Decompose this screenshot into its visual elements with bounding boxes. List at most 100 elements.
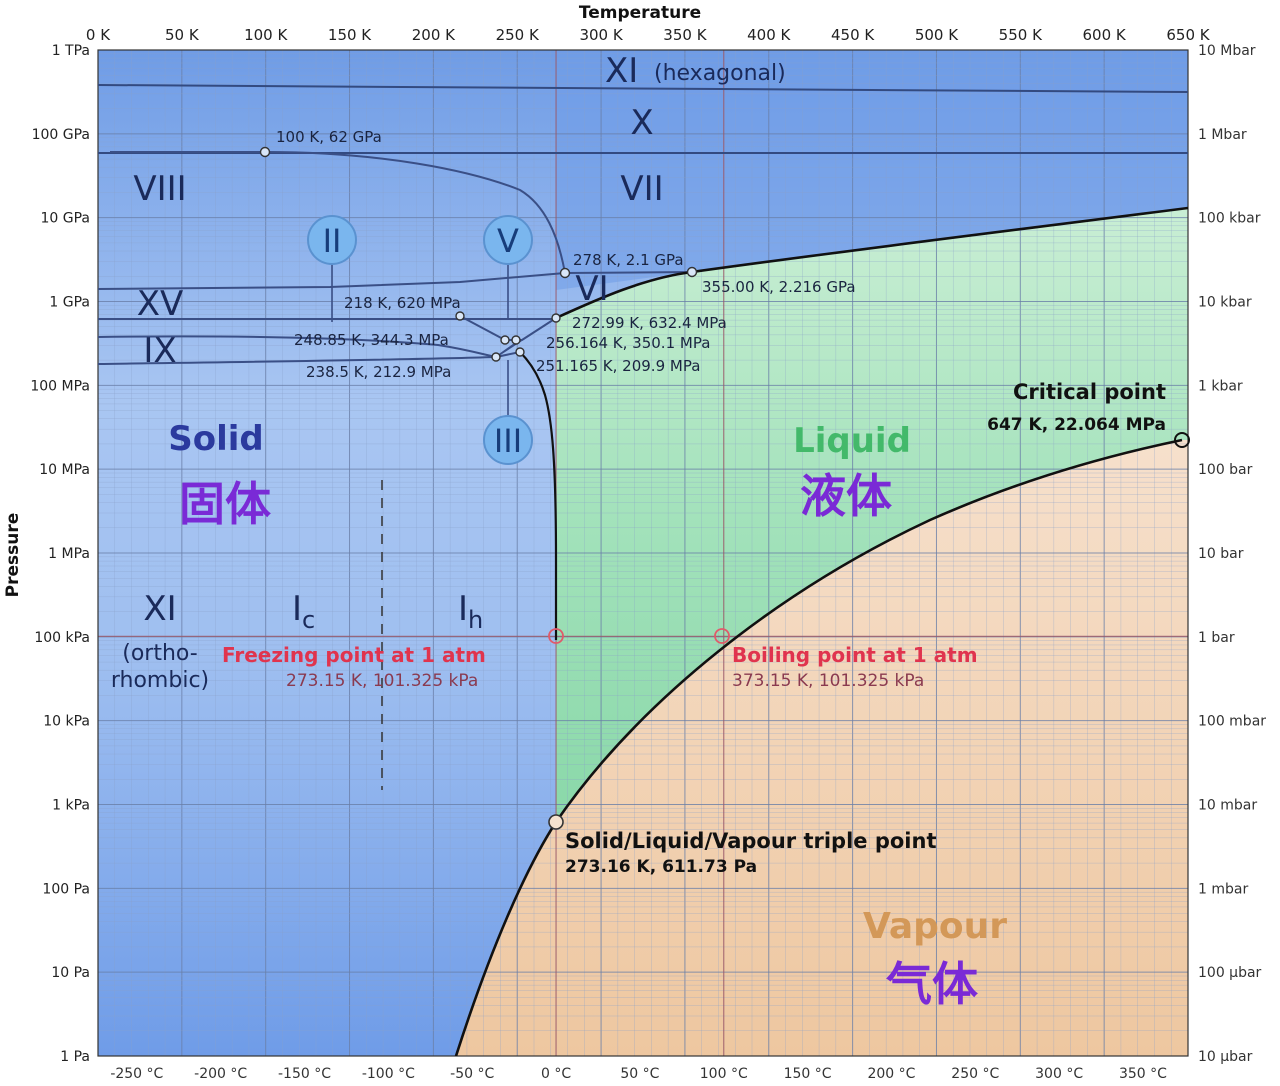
- y-tick-left-label: 10 GPa: [40, 211, 90, 227]
- x-tick-top-label: 500 K: [915, 26, 959, 44]
- phase-vi-label: VI: [575, 269, 608, 309]
- phase-iii-label: III: [494, 422, 522, 460]
- x-tick-top-label: 250 K: [496, 26, 540, 44]
- region-liquid-zh-label: 液体: [800, 469, 892, 523]
- point-355k: [686, 266, 698, 278]
- vi-vii-boundary: [98, 271, 693, 290]
- x-tick-bottom-label: 250 °C: [951, 1066, 999, 1082]
- y-tick-left-label: 100 MPa: [30, 378, 90, 394]
- x-tick-top-label: 400 K: [747, 26, 791, 44]
- phase-xi-hex-label: XI: [605, 51, 638, 91]
- critical-point-marker: [1174, 432, 1190, 448]
- triple-point-value: 273.16 K, 611.73 Pa: [565, 857, 757, 877]
- y-tick-right-label: 100 bar: [1198, 462, 1253, 478]
- point-label: 248.85 K, 344.3 MPa: [294, 331, 449, 349]
- point-label: 218 K, 620 MPa: [344, 294, 461, 312]
- x-tick-bottom-label: 300 °C: [1035, 1066, 1083, 1082]
- critical-point-value: 647 K, 22.064 MPa: [987, 415, 1166, 435]
- y-tick-left-label: 100 GPa: [32, 127, 90, 143]
- x-tick-bottom-label: -250 °C: [110, 1066, 163, 1082]
- x-tick-top-label: 450 K: [831, 26, 875, 44]
- x-tick-top-label: 150 K: [328, 26, 372, 44]
- x-tick-top-label: 350 K: [663, 26, 707, 44]
- y-tick-right-label: 1 Mbar: [1198, 127, 1247, 143]
- y-tick-left-label: 10 MPa: [39, 462, 90, 478]
- y-tick-right-label: 100 mbar: [1198, 714, 1266, 730]
- phase-v-label: V: [497, 222, 519, 260]
- x-tick-bottom-label: -50 °C: [450, 1066, 494, 1082]
- x-tick-bottom-label: 50 °C: [620, 1066, 659, 1082]
- y-tick-left-label: 1 Pa: [60, 1049, 90, 1065]
- triple-point-title: Solid/Liquid/Vapour triple point: [565, 829, 937, 853]
- y-tick-right-label: 10 µbar: [1198, 1049, 1253, 1065]
- x-tick-bottom-label: 0 °C: [541, 1066, 571, 1082]
- melting-curve: [519, 351, 558, 640]
- y-tick-right-label: 10 kbar: [1198, 295, 1252, 311]
- point-248k: [500, 335, 510, 345]
- point-label: 100 K, 62 GPa: [276, 128, 382, 146]
- vapour-region: [456, 440, 1188, 1056]
- y-tick-right-label: 10 Mbar: [1198, 43, 1256, 59]
- triple-point-marker: [548, 814, 564, 830]
- xi-x-boundary: [98, 84, 1188, 93]
- phase-xi-hex-desc: (hexagonal): [654, 61, 786, 86]
- x-tick-top-label: 100 K: [244, 26, 288, 44]
- plot-frame: [97, 49, 1189, 1057]
- region-vapour-zh-label: 气体: [886, 957, 978, 1011]
- ix-boundary-lower: [98, 351, 521, 365]
- x-tick-bottom-label: 350 °C: [1119, 1066, 1167, 1082]
- phase-viii-label: VIII: [133, 169, 186, 209]
- phase-xi-ortho-desc-1: (ortho-: [122, 641, 197, 666]
- y-tick-right-label: 10 mbar: [1198, 798, 1257, 814]
- phase-ix-label: IX: [143, 331, 176, 371]
- point-278k: [559, 267, 571, 279]
- y-tick-left-label: 100 Pa: [42, 881, 90, 897]
- region-vapour-label: Vapour: [863, 906, 1007, 947]
- viii-vii-boundary: [110, 151, 566, 274]
- x-tick-top-label: 650 K: [1166, 26, 1210, 44]
- liquid-region: [556, 208, 1188, 822]
- sublimation-vapour-curve: [454, 438, 1183, 1056]
- freezing-point-title: Freezing point at 1 atm: [222, 643, 486, 667]
- point-label: 278 K, 2.1 GPa: [573, 251, 684, 269]
- y-tick-left-label: 1 GPa: [49, 295, 90, 311]
- phase-boundaries: [98, 84, 1188, 1056]
- x-tick-top-label: 550 K: [999, 26, 1043, 44]
- boiling-point-title: Boiling point at 1 atm: [732, 643, 978, 667]
- phase-ii-circle: [307, 215, 357, 265]
- y-axis-title: Pressure: [3, 513, 23, 598]
- y-tick-left-label: 1 MPa: [48, 546, 90, 562]
- y-tick-left-label: 1 TPa: [52, 43, 90, 59]
- high-pressure-ice-region: [556, 50, 1188, 290]
- y-tick-right-label: 100 kbar: [1198, 211, 1261, 227]
- region-solid-zh-label: 固体: [179, 477, 271, 531]
- phase-vii-label: VII: [620, 169, 663, 209]
- x-tick-bottom-label: -200 °C: [194, 1066, 247, 1082]
- ix-boundary-upper: [98, 335, 497, 358]
- point-256k: [511, 335, 521, 345]
- point-251k: [515, 347, 525, 357]
- y-tick-left-label: 100 kPa: [34, 630, 90, 646]
- x-tick-top-label: 300 K: [579, 26, 623, 44]
- x-tick-bottom-label: 200 °C: [867, 1066, 915, 1082]
- phase-xv-label: XV: [137, 284, 184, 324]
- y-tick-left-label: 10 Pa: [51, 965, 90, 981]
- y-tick-left-label: 1 kPa: [52, 798, 90, 814]
- x-tick-bottom-label: 150 °C: [784, 1066, 832, 1082]
- x-tick-top-label: 200 K: [412, 26, 456, 44]
- phase-ii-label: II: [323, 222, 342, 260]
- x-tick-bottom-label: 100 °C: [700, 1066, 748, 1082]
- point-label: 256.164 K, 350.1 MPa: [546, 334, 710, 352]
- phase-v-circle: [483, 215, 533, 265]
- point-238k: [491, 352, 501, 362]
- region-liquid-label: Liquid: [793, 421, 911, 461]
- region-solid-label: Solid: [168, 419, 264, 459]
- y-tick-right-label: 10 bar: [1198, 546, 1244, 562]
- boiling-point-value: 373.15 K, 101.325 kPa: [732, 671, 924, 691]
- axes: 0 K 50 K 100 K 150 K 200 K 250 K 300 K 350 K 400…: [3, 3, 1266, 1082]
- freezing-point-value: 273.15 K, 101.325 kPa: [286, 671, 478, 691]
- y-tick-right-label: 1 kbar: [1198, 378, 1243, 394]
- x-tick-bottom-label: -100 °C: [362, 1066, 415, 1082]
